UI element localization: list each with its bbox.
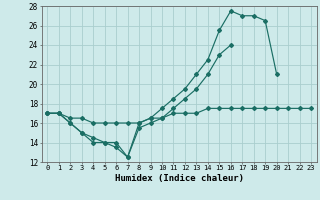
X-axis label: Humidex (Indice chaleur): Humidex (Indice chaleur) — [115, 174, 244, 183]
